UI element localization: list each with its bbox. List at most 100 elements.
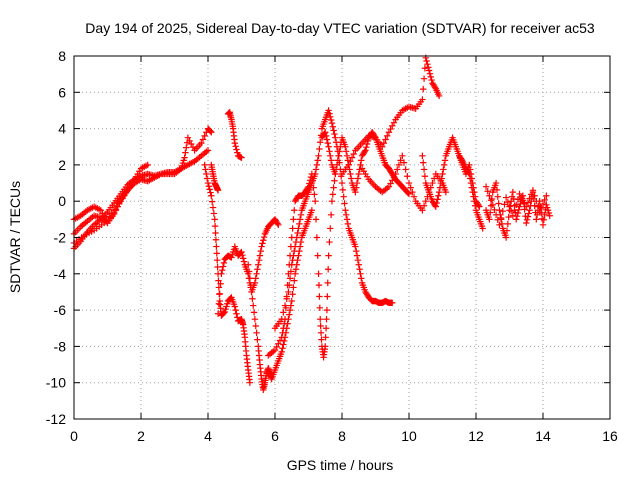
data-point bbox=[399, 152, 406, 160]
data-point bbox=[181, 154, 188, 161]
series-sat-c bbox=[70, 161, 151, 238]
data-point bbox=[362, 147, 369, 154]
data-point bbox=[291, 277, 298, 284]
data-point bbox=[355, 170, 362, 178]
data-point bbox=[254, 336, 261, 343]
data-point bbox=[546, 212, 553, 219]
data-point bbox=[534, 203, 542, 210]
data-point bbox=[531, 192, 538, 199]
data-point bbox=[330, 184, 337, 191]
data-point bbox=[219, 266, 226, 274]
data-point bbox=[529, 187, 537, 194]
data-point bbox=[502, 234, 510, 241]
data-point bbox=[426, 70, 434, 77]
data-point bbox=[523, 203, 530, 210]
data-point bbox=[486, 192, 493, 199]
data-point bbox=[248, 288, 255, 296]
data-point bbox=[499, 207, 506, 215]
data-point bbox=[323, 136, 331, 143]
data-point bbox=[356, 266, 363, 273]
data-point bbox=[504, 198, 512, 206]
data-point bbox=[280, 309, 287, 316]
data-point bbox=[322, 343, 329, 350]
data-point bbox=[113, 202, 120, 210]
data-point bbox=[290, 284, 297, 291]
data-point bbox=[352, 188, 359, 196]
data-point bbox=[295, 225, 302, 232]
data-point bbox=[400, 159, 408, 166]
data-point bbox=[323, 306, 331, 314]
data-point bbox=[312, 198, 319, 205]
data-point bbox=[495, 200, 502, 207]
data-point bbox=[201, 161, 208, 169]
data-point bbox=[291, 243, 299, 250]
data-point bbox=[409, 188, 416, 196]
data-point bbox=[317, 322, 324, 330]
data-point bbox=[214, 256, 221, 264]
data-point bbox=[504, 220, 512, 228]
data-point bbox=[220, 309, 228, 317]
data-point bbox=[215, 300, 223, 307]
data-point bbox=[525, 210, 532, 217]
data-point bbox=[218, 270, 225, 277]
data-point bbox=[489, 201, 496, 209]
data-point bbox=[528, 191, 535, 198]
x-tick-label: 0 bbox=[70, 428, 78, 444]
data-point bbox=[246, 275, 254, 282]
data-point bbox=[250, 309, 258, 316]
x-axis-label: GPS time / hours bbox=[287, 457, 394, 473]
data-point bbox=[286, 306, 294, 314]
data-point bbox=[318, 336, 325, 343]
data-point bbox=[405, 190, 413, 198]
data-point bbox=[328, 119, 336, 127]
data-point bbox=[425, 64, 432, 71]
data-point bbox=[471, 202, 479, 209]
data-point bbox=[421, 65, 429, 72]
data-point bbox=[207, 189, 214, 196]
data-point bbox=[363, 144, 370, 151]
data-point bbox=[487, 209, 494, 216]
data-point bbox=[214, 263, 221, 271]
data-point bbox=[333, 161, 341, 169]
data-point bbox=[323, 315, 330, 323]
series-sat-m bbox=[338, 54, 443, 178]
data-point bbox=[466, 170, 473, 178]
data-point bbox=[287, 268, 295, 275]
data-point bbox=[316, 293, 323, 300]
data-point bbox=[281, 320, 288, 327]
data-point bbox=[211, 222, 219, 230]
data-point bbox=[493, 186, 501, 194]
data-point bbox=[345, 161, 352, 169]
data-point bbox=[419, 152, 426, 160]
data-point bbox=[205, 183, 213, 190]
data-point bbox=[213, 250, 220, 257]
data-point bbox=[435, 192, 442, 199]
data-point bbox=[325, 252, 332, 259]
series-sat-h bbox=[208, 161, 222, 194]
data-point bbox=[297, 211, 305, 219]
data-point bbox=[256, 252, 264, 259]
data-point bbox=[239, 255, 247, 262]
data-point bbox=[257, 247, 264, 255]
data-point bbox=[231, 303, 238, 310]
data-point bbox=[285, 288, 292, 296]
data-point bbox=[394, 166, 401, 173]
data-point bbox=[217, 280, 224, 287]
data-point bbox=[509, 188, 517, 196]
y-tick-label: -2 bbox=[54, 230, 67, 246]
data-point bbox=[322, 132, 330, 140]
data-point bbox=[286, 281, 293, 289]
y-tick-label: -6 bbox=[54, 302, 67, 318]
data-point bbox=[338, 179, 346, 187]
data-point bbox=[513, 216, 520, 223]
data-point bbox=[343, 152, 351, 160]
data-point bbox=[255, 261, 262, 268]
data-point bbox=[289, 225, 296, 232]
data-point bbox=[470, 193, 477, 200]
data-point bbox=[536, 208, 543, 216]
data-point bbox=[313, 234, 321, 241]
data-point bbox=[144, 161, 151, 169]
data-point bbox=[329, 123, 336, 130]
data-point bbox=[116, 198, 123, 206]
